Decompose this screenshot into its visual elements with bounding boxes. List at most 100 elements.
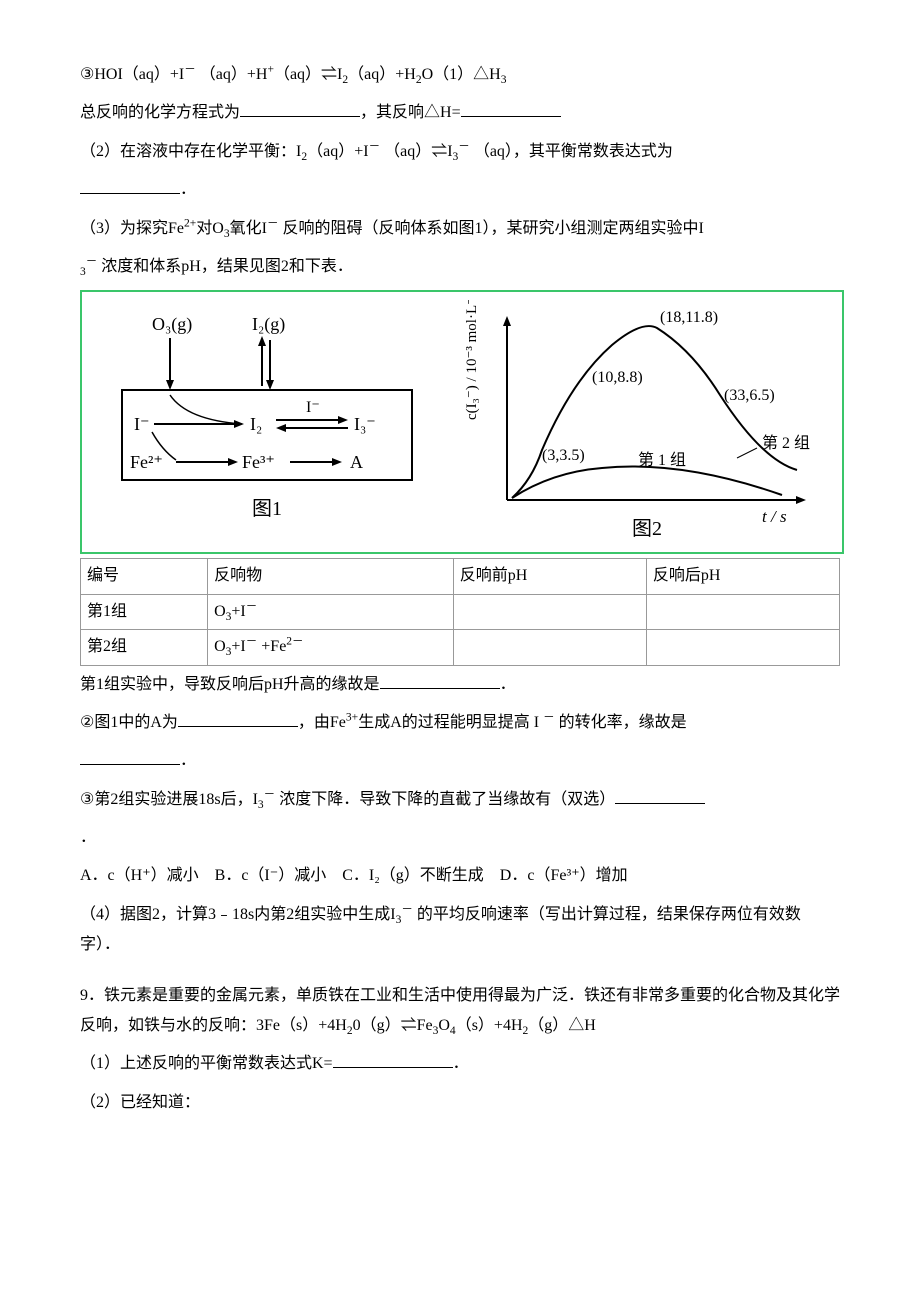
q32-p: ． (180, 752, 196, 769)
fig1-svg: O₃(g) I₂(g) I⁻ I₂ I⁻ I₃⁻ Fe²⁺ Fe (92, 300, 442, 540)
q3-3: ③第2组实验进展18s后，I3－ 浓度下降．导致下降的直截了当缘故有（双选） (80, 785, 840, 815)
fig1-fe3: Fe³⁺ (242, 452, 275, 472)
fig1-iL: I⁻ (134, 414, 150, 434)
fig2-p4: (3,3.5) (542, 447, 585, 464)
q31-t: 第1组实验中，导致反响后pH升高的缘故是 (80, 676, 380, 693)
fig1-caption: 图1 (252, 498, 282, 520)
th-1: 编号 (81, 559, 208, 594)
fig1-o3g: O₃(g) (152, 314, 192, 335)
p3-b: 对O (196, 220, 224, 237)
r2c2a: O (214, 638, 226, 655)
p3l2-sup: － (86, 256, 98, 268)
p4-a: （4）据图2，计算3﹣18s内第2组实验中生成I (80, 906, 396, 923)
experiment-table: 编号 反响物 反响前pH 反响后pH 第1组 O3+I－ 第2组 O3+I－ +… (80, 558, 840, 665)
fig1-i3: I₃⁻ (354, 414, 376, 434)
p3-c: 氧化I (230, 220, 267, 237)
r3-t4: （aq）+H (348, 66, 416, 83)
r1c2sup: － (246, 600, 258, 612)
q3-3-period: ． (80, 823, 840, 853)
q31-p: ． (500, 676, 516, 693)
p3l2-sub: 3 (80, 266, 86, 278)
r1c2: O3+I－ (208, 594, 454, 629)
part3-line: （3）为探究Fe2+对O3氧化I－ 反响的阻碍（反响体系如图1），某研究小组测定… (80, 214, 840, 244)
q32-a: 图1中的A为 (94, 714, 178, 731)
fig2-p1: (18,11.8) (660, 309, 718, 326)
q32-d: 的转化率，缘故是 (555, 714, 687, 731)
th-2: 反响物 (208, 559, 454, 594)
q9-e: （g）△H (528, 1017, 596, 1034)
figure-2: c(I₃⁻) / 10⁻³ mol·L⁻¹ t / s (18,11.8) (1… (462, 300, 832, 540)
r3-sup1: － (184, 64, 196, 76)
q33-p: ． (80, 829, 96, 846)
r3-t1: HOI（aq）+I (94, 66, 184, 83)
fig2-svg: c(I₃⁻) / 10⁻³ mol·L⁻¹ t / s (18,11.8) (1… (462, 300, 832, 540)
r3-t3: （aq）⇌I (274, 66, 342, 83)
blank-K (333, 1050, 453, 1069)
r2c1: 第2组 (81, 630, 208, 665)
p2-c: （aq）⇌I (380, 143, 452, 160)
blank-reason (80, 747, 180, 766)
r3-t5: O（1）△H (422, 66, 501, 83)
p2-period: ． (180, 181, 196, 198)
fig2-yaxis: c(I₃⁻) / 10⁻³ mol·L⁻¹ (464, 300, 480, 420)
comma: ， (360, 104, 376, 121)
q32-sup2: － (543, 712, 555, 724)
part2-blank-line: ． (80, 175, 840, 205)
options: A．c（H⁺）减小 B．c（I⁻）减小 C．I₂（g）不断生成 D．c（Fe³⁺… (80, 861, 840, 891)
th-3: 反响前pH (453, 559, 646, 594)
blank-dh (461, 99, 561, 118)
blank-sel (615, 785, 705, 804)
r2c2sup2: 2－ (286, 636, 303, 648)
q33-sup: － (264, 788, 276, 800)
fig1-A: A (350, 452, 363, 472)
q33-sub: 3 (258, 799, 264, 811)
r2c2: O3+I－ +Fe2－ (208, 630, 454, 665)
r1c2b: +I (231, 603, 245, 620)
p3-sup1: 2+ (184, 217, 196, 229)
p2-b: （aq）+I (307, 143, 368, 160)
r1c2a: O (214, 603, 226, 620)
r2c2sup: － (246, 636, 258, 648)
q32-b: ，由Fe (298, 714, 346, 731)
fig2-g2: 第 2 组 (762, 434, 810, 452)
r1c3 (453, 594, 646, 629)
table-row: 第2组 O3+I－ +Fe2－ (81, 630, 840, 665)
q9-p1: （1）上述反响的平衡常数表达式K=． (80, 1049, 840, 1079)
p3-a: （3）为探究Fe (80, 220, 184, 237)
fig2-g1: 第 1 组 (638, 451, 686, 469)
fig2-xaxis: t / s (762, 507, 787, 526)
p4-sup: － (401, 904, 413, 916)
r2c4 (646, 630, 839, 665)
q9-intro: 9．铁元素是重要的金属元素，单质铁在工业和生活中使用得最为广泛．铁还有非常多重要… (80, 981, 840, 1042)
part4: （4）据图2，计算3﹣18s内第2组实验中生成I3－ 的平均反响速率（写出计算过… (80, 900, 840, 961)
part2-line: （2）在溶液中存在化学平衡：I2（aq）+I－ （aq）⇌I3－ （aq），其平… (80, 137, 840, 167)
p2-sup1: － (369, 140, 381, 152)
blank-A (178, 708, 298, 727)
q33-b: 浓度下降．导致下降的直截了当缘故有（双选） (275, 791, 615, 808)
fig2-p2: (10,8.8) (592, 369, 643, 386)
circled-3: ③ (80, 60, 94, 90)
r2c3 (453, 630, 646, 665)
p2-sup2: － (458, 140, 470, 152)
q9-c: O (438, 1017, 450, 1034)
figure-container: O₃(g) I₂(g) I⁻ I₂ I⁻ I₃⁻ Fe²⁺ Fe (80, 290, 844, 554)
q9-p2: （2）已经知道： (80, 1088, 840, 1118)
p2-a: （2）在溶液中存在化学平衡：I (80, 143, 301, 160)
dh-label: 其反响△H= (376, 104, 461, 121)
r2c2b: +I (231, 638, 245, 655)
table-row: 编号 反响物 反响前pH 反响后pH (81, 559, 840, 594)
table-row: 第1组 O3+I－ (81, 594, 840, 629)
total-label: 总反响的化学方程式为 (80, 104, 240, 121)
q33-a: 第2组实验进展18s后，I (94, 791, 258, 808)
q3-2: ②图1中的A为，由Fe3+生成A的过程能明显提高 I － 的转化率，缘故是 (80, 708, 840, 738)
th-4: 反响后pH (646, 559, 839, 594)
p3-d: 反响的阻碍（反响体系如图1），某研究小组测定两组实验中I (278, 220, 703, 237)
fig2-caption: 图2 (632, 518, 662, 540)
r1c1: 第1组 (81, 594, 208, 629)
r3-t2: （aq）+H (196, 66, 268, 83)
blank-total (240, 99, 360, 118)
fig1-i2g: I₂(g) (252, 314, 285, 335)
figure-1: O₃(g) I₂(g) I⁻ I₂ I⁻ I₃⁻ Fe²⁺ Fe (92, 300, 442, 540)
blank-q31 (380, 670, 500, 689)
total-reaction-line: 总反响的化学方程式为 ，其反响△H= (80, 98, 840, 128)
